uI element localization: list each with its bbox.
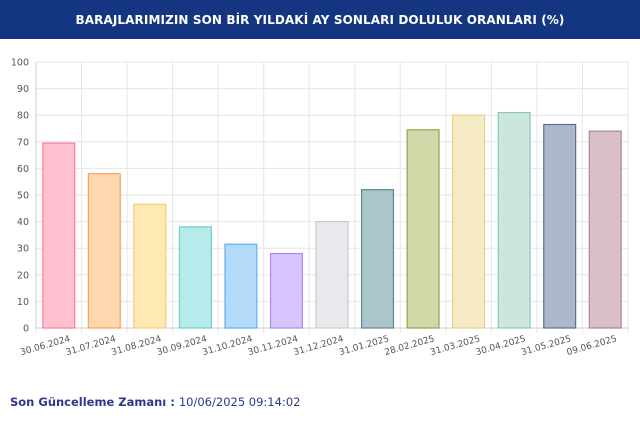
bar <box>178 226 212 329</box>
bar-chart: 0 10 20 30 40 50 60 70 80 90 100 30.06.202431.07.20… <box>11 58 629 358</box>
bar <box>452 114 486 329</box>
x-tick-label: 09.06.2025 <box>566 334 618 358</box>
y-tick-label: 60 <box>17 164 29 175</box>
chart-title: BARAJLARIMIZIN SON BİR YILDAKİ AY SONLAR… <box>75 12 565 27</box>
last-update-label: Son Güncelleme Zamanı : <box>10 395 175 409</box>
bar <box>42 142 76 329</box>
x-tick-label: 30.04.2025 <box>475 334 527 358</box>
x-tick-label: 31.03.2025 <box>429 334 481 358</box>
bar <box>224 243 258 329</box>
y-tick-label: 20 <box>17 270 29 281</box>
bar <box>588 130 622 329</box>
x-tick-label: 30.09.2024 <box>156 334 209 358</box>
x-tick-label: 31.07.2024 <box>65 334 118 358</box>
bar <box>497 111 531 329</box>
x-tick-label: 30.06.2024 <box>19 334 72 358</box>
last-update: Son Güncelleme Zamanı : 10/06/2025 09:14… <box>10 395 300 409</box>
bar <box>315 221 349 329</box>
y-tick-label: 10 <box>17 297 29 308</box>
bar <box>87 173 121 329</box>
x-tick-label: 31.01.2025 <box>338 334 390 358</box>
x-tick-label: 28.02.2025 <box>384 334 436 358</box>
bar <box>361 189 395 329</box>
bar <box>133 203 167 329</box>
bar <box>543 123 577 329</box>
x-tick-label: 31.05.2025 <box>520 334 572 358</box>
y-tick-label: 0 <box>23 324 29 335</box>
y-tick-label: 90 <box>17 84 29 95</box>
last-update-value: 10/06/2025 09:14:02 <box>178 395 301 409</box>
y-tick-label: 40 <box>17 217 29 228</box>
x-tick-label: 30.11.2024 <box>247 334 300 358</box>
x-tick-label: 31.12.2024 <box>293 334 346 358</box>
x-tick-label: 31.10.2024 <box>201 334 254 358</box>
bar <box>269 252 303 329</box>
y-tick-label: 50 <box>17 191 29 202</box>
chart-area: 0 10 20 30 40 50 60 70 80 90 100 30.06.2024 31.07.20… <box>0 39 640 379</box>
y-tick-label: 30 <box>17 244 29 255</box>
chart-header: BARAJLARIMIZIN SON BİR YILDAKİ AY SONLAR… <box>0 0 640 39</box>
y-tick-label: 80 <box>17 111 29 122</box>
y-tick-label: 70 <box>17 137 29 148</box>
bar <box>406 129 440 329</box>
y-tick-label: 100 <box>11 58 29 69</box>
x-tick-label: 31.08.2024 <box>110 334 163 358</box>
